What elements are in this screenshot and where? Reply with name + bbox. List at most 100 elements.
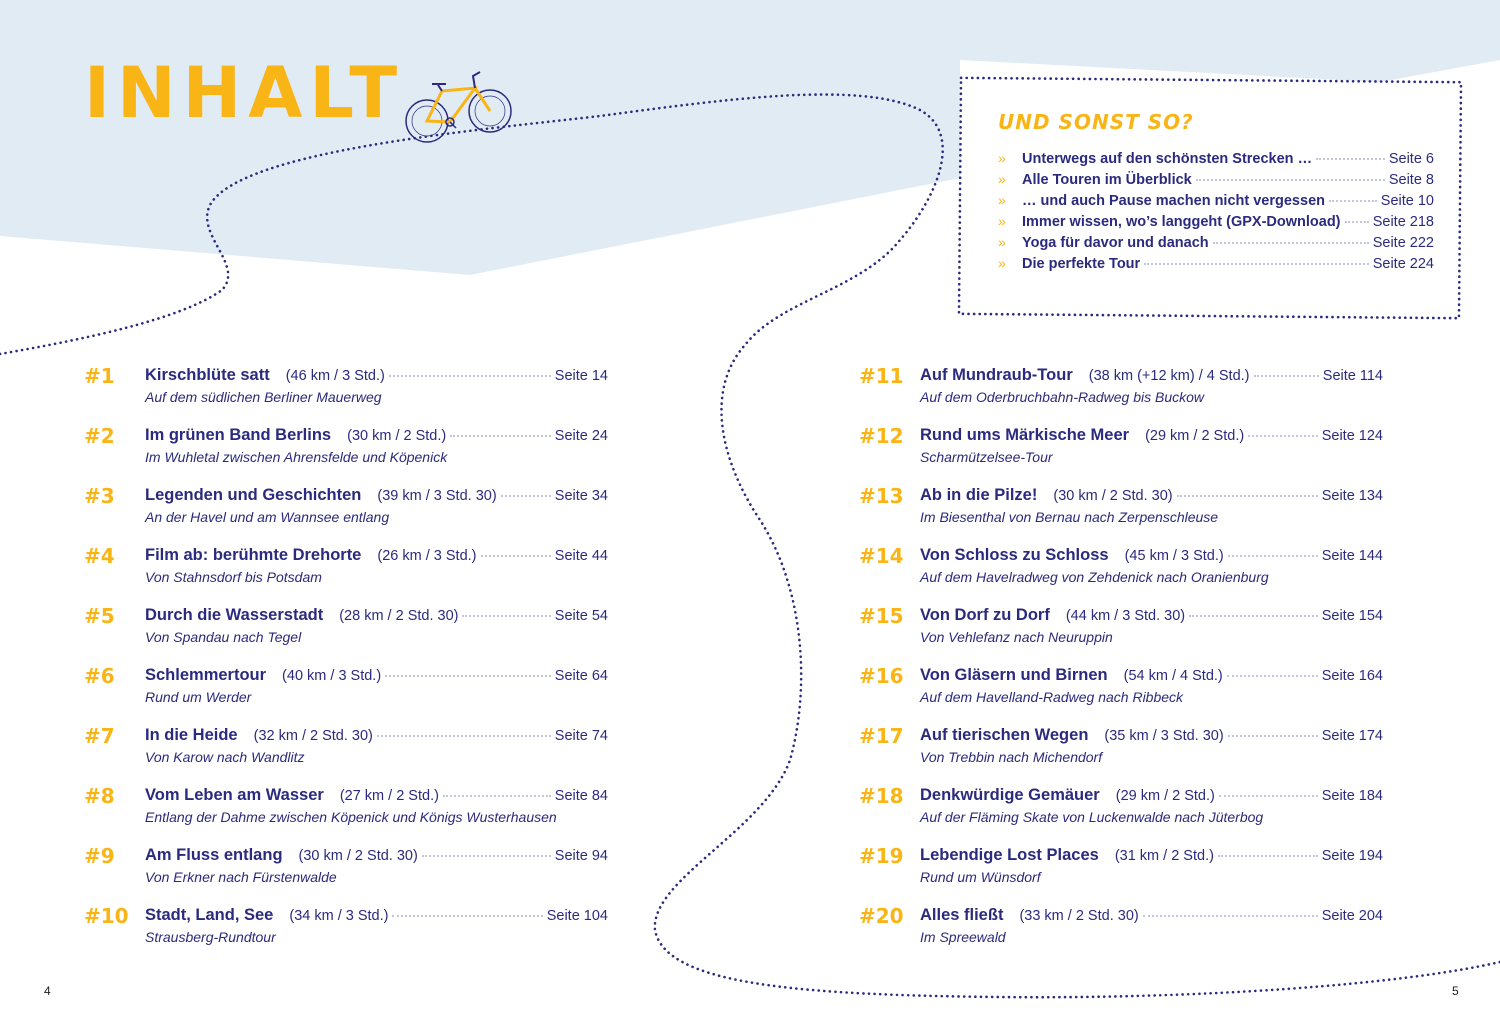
tour-page: Seite 194 <box>1321 848 1383 864</box>
tour-distance: (38 km (+12 km) / 4 Std.) <box>1088 368 1250 384</box>
tour-number: #10 <box>84 904 129 928</box>
dotted-route-line <box>0 93 1500 999</box>
tour-page: Seite 114 <box>1322 368 1383 384</box>
tour-number: #18 <box>859 784 904 808</box>
dot-leader <box>1226 675 1318 677</box>
tour-page: Seite 54 <box>554 608 608 624</box>
dot-leader <box>376 735 551 737</box>
extras-page: Seite 8 <box>1388 172 1434 188</box>
tour-subtitle: Auf dem Havelradweg von Zehdenick nach O… <box>920 569 1269 585</box>
dot-leader <box>388 375 551 377</box>
tour-number: #5 <box>84 604 115 628</box>
double-chevron-icon: » <box>998 192 1006 208</box>
tour-number: #12 <box>859 424 904 448</box>
dot-leader <box>1329 200 1377 202</box>
tour-subtitle: Von Spandau nach Tegel <box>145 629 302 645</box>
extras-item[interactable]: » Yoga für davor und danach Seite 222 <box>998 234 1434 255</box>
extras-label: Unterwegs auf den schönsten Strecken … <box>1022 151 1313 167</box>
tour-page: Seite 184 <box>1321 788 1383 804</box>
tour-title: Rund ums Märkische Meer <box>920 426 1130 444</box>
tour-number: #11 <box>859 364 904 388</box>
tour-page: Seite 164 <box>1321 668 1383 684</box>
tour-title: Film ab: berühmte Drehorte <box>145 546 362 564</box>
tour-subtitle: Von Karow nach Wandlitz <box>145 749 305 765</box>
dot-leader <box>1195 179 1385 181</box>
tour-page: Seite 84 <box>554 788 608 804</box>
tour-title: In die Heide <box>145 726 238 744</box>
tour-page: Seite 154 <box>1321 608 1383 624</box>
dot-leader <box>442 795 551 797</box>
tour-page: Seite 174 <box>1321 728 1383 744</box>
extras-item[interactable]: » Alle Touren im Überblick Seite 8 <box>998 171 1434 192</box>
tour-subtitle: Auf dem Havelland-Radweg nach Ribbeck <box>920 689 1184 705</box>
tour-number: #9 <box>84 844 115 868</box>
extras-label: Alle Touren im Überblick <box>1022 172 1192 188</box>
extras-title: UND SONST SO? <box>998 110 1194 134</box>
tour-distance: (40 km / 3 Std.) <box>282 668 382 684</box>
tour-number: #8 <box>84 784 115 808</box>
tour-subtitle: Auf dem Oderbruchbahn-Radweg bis Buckow <box>920 389 1205 405</box>
tour-title: Stadt, Land, See <box>145 906 274 924</box>
extras-label: Yoga für davor und danach <box>1022 235 1209 251</box>
tour-page: Seite 144 <box>1321 548 1383 564</box>
tour-subtitle: Von Trebbin nach Michendorf <box>920 749 1103 765</box>
tour-number: #19 <box>859 844 904 868</box>
tour-title: Denkwürdige Gemäuer <box>920 786 1100 804</box>
tour-number: #16 <box>859 664 904 688</box>
bicycle-icon <box>405 71 512 143</box>
tour-distance: (35 km / 3 Std. 30) <box>1104 728 1224 744</box>
tour-subtitle: Im Spreewald <box>920 929 1006 945</box>
dot-leader <box>1176 495 1318 497</box>
tour-number: #2 <box>84 424 115 448</box>
extras-label: Immer wissen, wo’s langgeht (GPX-Downloa… <box>1022 214 1341 230</box>
tour-subtitle: Im Wuhletal zwischen Ahrensfelde und Köp… <box>145 449 448 465</box>
tour-subtitle: An der Havel und am Wannsee entlang <box>145 509 390 525</box>
tour-page: Seite 134 <box>1321 488 1383 504</box>
dot-leader <box>1142 915 1318 917</box>
extras-item[interactable]: » … und auch Pause machen nicht vergesse… <box>998 192 1434 213</box>
tour-number: #4 <box>84 544 115 568</box>
tour-page: Seite 94 <box>554 848 608 864</box>
tour-title: Alles fließt <box>920 906 1004 924</box>
dot-leader <box>1212 242 1369 244</box>
tour-subtitle: Strausberg-Rundtour <box>145 929 276 945</box>
extras-label: Die perfekte Tour <box>1022 256 1141 272</box>
tour-distance: (28 km / 2 Std. 30) <box>339 608 459 624</box>
extras-item[interactable]: » Die perfekte Tour Seite 224 <box>998 255 1434 276</box>
tour-title: Vom Leben am Wasser <box>145 786 324 804</box>
tour-distance: (39 km / 3 Std. 30) <box>377 488 497 504</box>
dot-leader <box>1248 435 1318 437</box>
dot-leader <box>1227 555 1318 557</box>
tour-page: Seite 34 <box>554 488 608 504</box>
tour-page: Seite 24 <box>554 428 608 444</box>
dot-leader <box>450 435 551 437</box>
tour-subtitle: Rund um Werder <box>145 689 252 705</box>
tour-page: Seite 14 <box>554 368 608 384</box>
dot-leader <box>500 495 551 497</box>
extras-page: Seite 10 <box>1380 193 1434 209</box>
extras-item[interactable]: » Unterwegs auf den schönsten Strecken …… <box>998 150 1434 171</box>
dot-leader <box>1227 735 1318 737</box>
dot-leader <box>1144 263 1369 265</box>
tour-distance: (26 km / 3 Std.) <box>377 548 477 564</box>
dot-leader <box>1253 375 1319 377</box>
tour-number: #14 <box>859 544 904 568</box>
tour-number: #15 <box>859 604 904 628</box>
extras-item[interactable]: » Immer wissen, wo’s langgeht (GPX-Downl… <box>998 213 1434 234</box>
tour-distance: (31 km / 2 Std.) <box>1114 848 1214 864</box>
tour-distance: (30 km / 2 Std.) <box>347 428 447 444</box>
tour-title: Durch die Wasserstadt <box>145 606 324 624</box>
tour-distance: (54 km / 4 Std.) <box>1123 668 1223 684</box>
extras-box: UND SONST SO? » Unterwegs auf den schöns… <box>998 110 1434 276</box>
page-number-left: 4 <box>44 984 51 998</box>
dot-leader <box>1316 158 1385 160</box>
tour-distance: (27 km / 2 Std.) <box>339 788 439 804</box>
tour-title: Auf tierischen Wegen <box>920 726 1089 744</box>
double-chevron-icon: » <box>998 213 1006 229</box>
tour-title: Legenden und Geschichten <box>145 486 362 504</box>
page-number-right: 5 <box>1452 984 1459 998</box>
extras-page: Seite 224 <box>1372 256 1434 272</box>
extras-page: Seite 6 <box>1388 151 1434 167</box>
extras-page: Seite 222 <box>1372 235 1434 251</box>
